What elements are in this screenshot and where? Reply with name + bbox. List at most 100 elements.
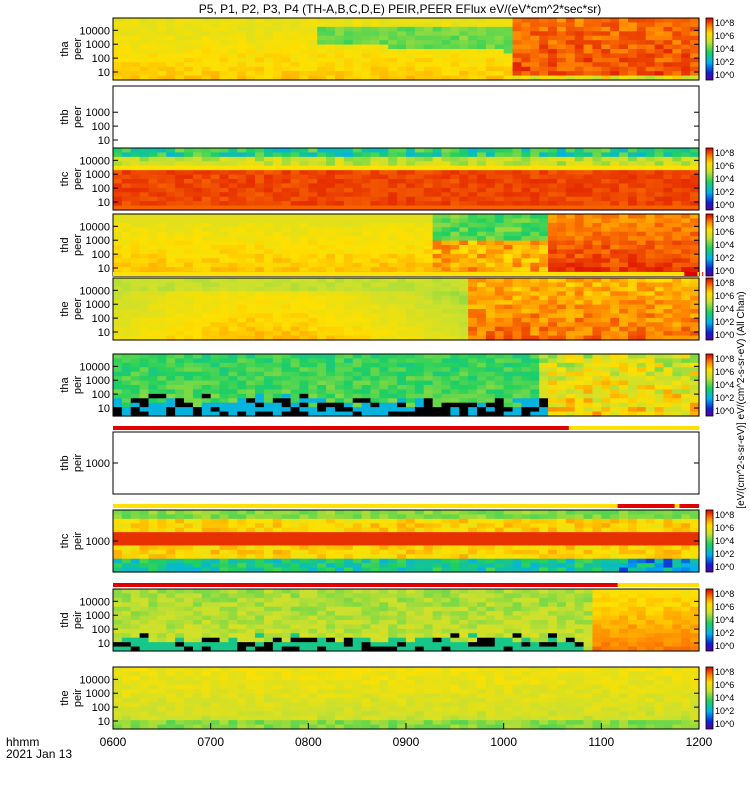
colorbar-tick-label: 10^8	[715, 214, 734, 224]
y-tick-label: 10	[98, 403, 110, 415]
colorbar-tick-label: 10^0	[715, 330, 734, 340]
y-axis-label-probe: thd	[59, 237, 71, 252]
y-axis-label-species: peir	[72, 531, 84, 550]
y-tick-label: 10000	[79, 596, 110, 608]
spectrogram-cells	[113, 667, 700, 730]
flag-bar	[113, 426, 699, 430]
colorbar-tick-label: 10^2	[715, 706, 734, 716]
y-axis-label-species: peir	[72, 610, 84, 629]
y-tick-label: 10000	[79, 25, 110, 37]
colorbar-tick-label: 10^4	[715, 304, 734, 314]
flag-segment	[702, 272, 703, 276]
colorbar-tick-label: 10^0	[715, 719, 734, 729]
colorbar-tick-label: 10^2	[715, 253, 734, 263]
colorbar-tick-label: 10^0	[715, 266, 734, 276]
spectrogram-cells	[113, 18, 700, 81]
y-tick-label: 100	[92, 53, 110, 65]
colorbar-tick-label: 10^6	[715, 161, 734, 171]
y-tick-label: 1000	[86, 299, 110, 311]
y-tick-label: 10	[98, 135, 110, 147]
y-axis-label-species: peer	[72, 106, 84, 128]
y-axis-label-probe: the	[59, 301, 71, 316]
flag-segment	[618, 504, 675, 508]
x-tick-label: 1100	[588, 735, 614, 749]
y-tick-label: 10000	[79, 155, 110, 167]
flag-bar	[113, 583, 699, 587]
colorbar-tick-label: 10^4	[715, 44, 734, 54]
spectrogram-cells	[113, 148, 700, 211]
panel-frame	[113, 86, 699, 148]
colorbar-tick-label: 10^6	[715, 291, 734, 301]
spectrogram-cells	[113, 214, 700, 277]
y-tick-label: 1000	[86, 610, 110, 622]
colorbar-tick-label: 10^2	[715, 57, 734, 67]
colorbar-tick-label: 10^4	[715, 693, 734, 703]
colorbar-tick-label: 10^4	[715, 536, 734, 546]
y-tick-label: 10	[98, 197, 110, 209]
colorbar: 10^010^210^410^610^8	[706, 354, 734, 416]
colorbar-tick-label: 10^2	[715, 317, 734, 327]
y-axis-label-probe: thc	[59, 533, 71, 548]
colorbar-tick-label: 10^4	[715, 615, 734, 625]
colorbar-tick-label: 10^4	[715, 174, 734, 184]
x-axis-date-label: 2021 Jan 13	[6, 747, 72, 761]
y-axis-label-species: peer	[72, 298, 84, 320]
y-axis-label-probe: thc	[59, 171, 71, 186]
colorbar: 10^010^210^410^610^8	[706, 214, 734, 276]
colorbar-tick-label: 10^8	[715, 510, 734, 520]
y-tick-label: 100	[92, 702, 110, 714]
y-tick-label: 10000	[79, 361, 110, 373]
flag-segment	[684, 272, 697, 276]
y-tick-label: 1000	[86, 107, 110, 119]
x-tick-label: 1200	[686, 735, 713, 749]
y-tick-label: 100	[92, 389, 110, 401]
x-tick-label: 0700	[197, 735, 224, 749]
colorbar-tick-label: 10^2	[715, 628, 734, 638]
x-tick-label: 0900	[393, 735, 420, 749]
colorbar-tick-label: 10^0	[715, 200, 734, 210]
y-tick-label: 1000	[86, 169, 110, 181]
colorbar-tick-label: 10^6	[715, 602, 734, 612]
spectrogram-cells	[113, 510, 700, 573]
y-tick-label: 100	[92, 313, 110, 325]
colorbar-tick-label: 10^6	[715, 680, 734, 690]
y-tick-label: 100	[92, 624, 110, 636]
spectrogram-cells	[113, 589, 700, 652]
colorbar-tick-label: 10^6	[715, 523, 734, 533]
colorbar-tick-label: 10^2	[715, 187, 734, 197]
y-axis-label-species: peer	[72, 168, 84, 190]
colorbar-tick-label: 10^2	[715, 393, 734, 403]
y-axis-label-probe: thb	[59, 109, 71, 124]
colorbar-tick-label: 10^8	[715, 589, 734, 599]
colorbar-tick-label: 10^6	[715, 367, 734, 377]
x-tick-label: 0800	[295, 735, 322, 749]
y-axis-label-species: peir	[72, 375, 84, 394]
colorbar-tick-label: 10^6	[715, 31, 734, 41]
colorbar: 10^010^210^410^610^8	[706, 667, 734, 729]
y-tick-label: 10	[98, 327, 110, 339]
y-tick-label: 100	[92, 249, 110, 261]
spectrogram-cells	[113, 278, 700, 341]
colorbar: 10^010^210^410^610^8	[706, 589, 734, 651]
flag-bar	[113, 272, 703, 276]
y-tick-label: 10	[98, 67, 110, 79]
colorbar-tick-label: 10^8	[715, 148, 734, 158]
panel-frame	[113, 432, 699, 494]
y-axis-label-species: peir	[72, 688, 84, 707]
y-tick-label: 10000	[79, 221, 110, 233]
y-tick-label: 10	[98, 263, 110, 275]
colorbar-tick-label: 10^0	[715, 70, 734, 80]
colorbar-tick-label: 10^8	[715, 278, 734, 288]
y-tick-label: 1000	[86, 39, 110, 51]
y-tick-label: 1000	[86, 688, 110, 700]
colorbar-tick-label: 10^2	[715, 549, 734, 559]
y-axis-label-species: peer	[72, 38, 84, 60]
